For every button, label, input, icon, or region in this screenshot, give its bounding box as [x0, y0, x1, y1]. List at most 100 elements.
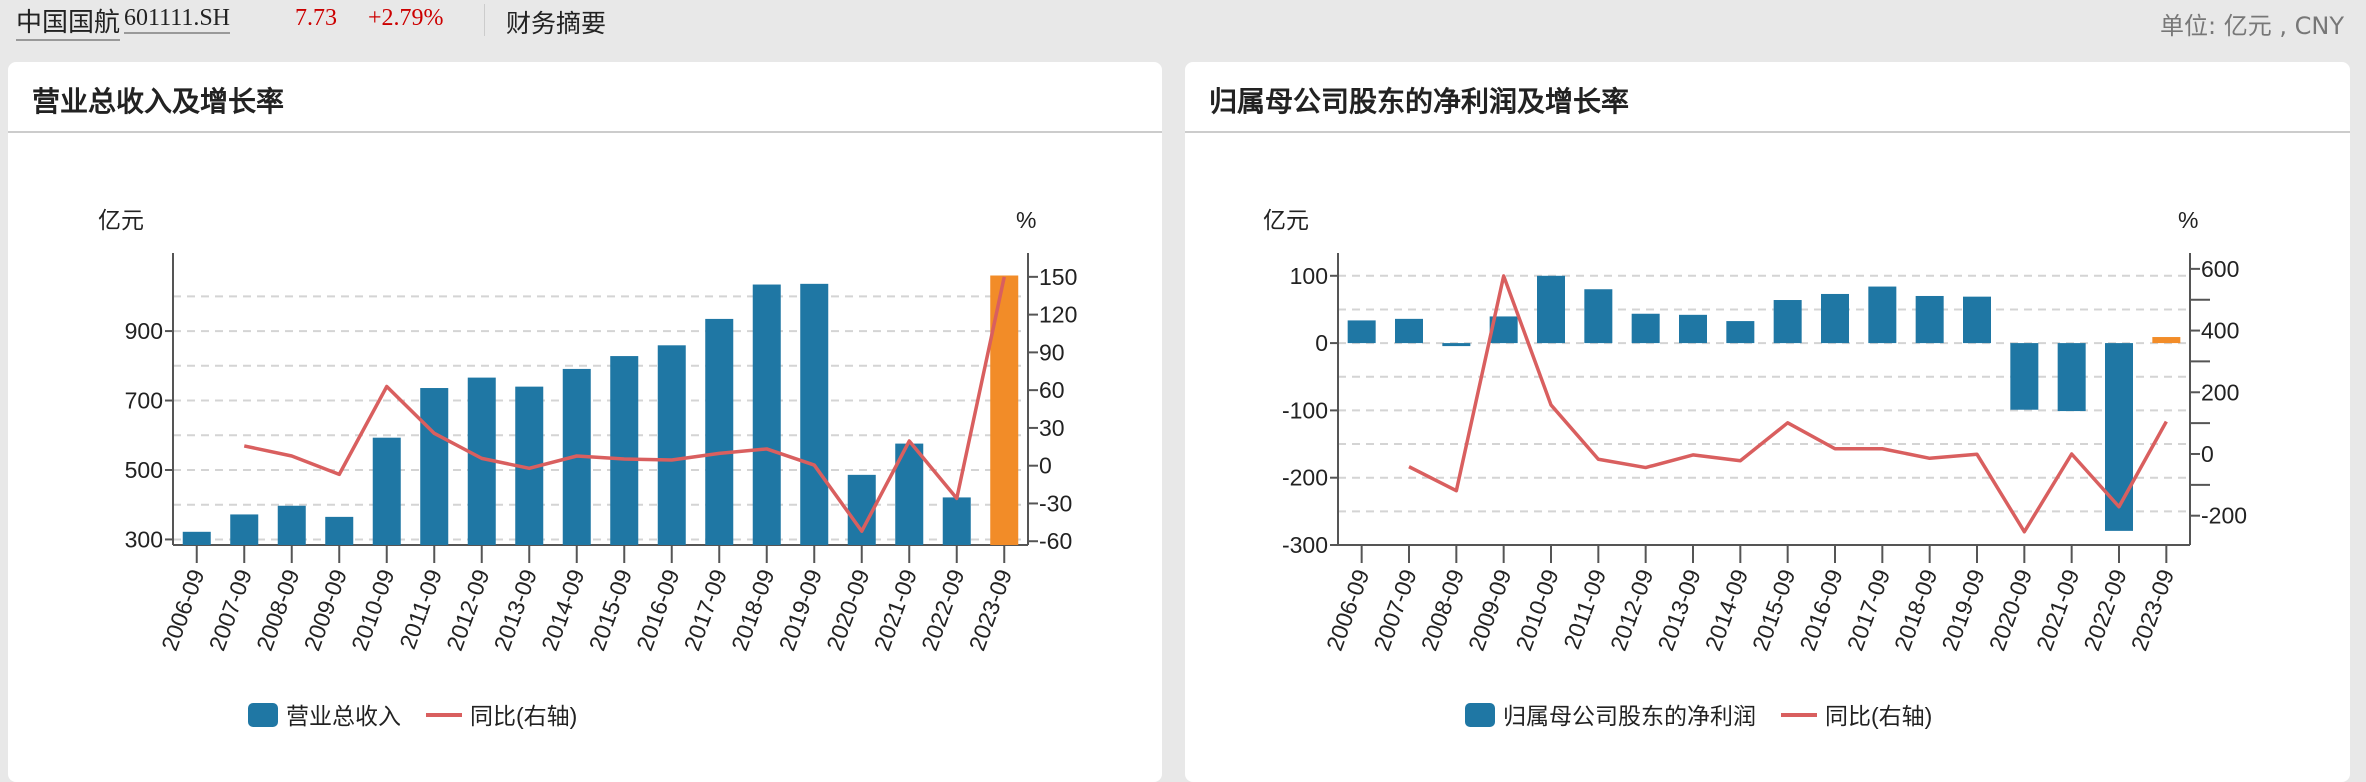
x-tick-label: 2019-09 — [774, 566, 827, 654]
left-tick-label: -200 — [1282, 465, 1328, 491]
unit-label: 单位: 亿元 , CNY — [2160, 12, 2344, 40]
right-tick-label: 200 — [2201, 379, 2239, 405]
panel-title: 归属母公司股东的净利润及增长率 — [1209, 85, 1630, 118]
bar-2007-09 — [1395, 318, 1423, 344]
bar-2012-09 — [1631, 313, 1660, 344]
legend-line-label: 同比(右轴) — [1825, 703, 1932, 729]
left-tick-label: 300 — [125, 526, 163, 552]
x-tick-label: 2020-09 — [821, 566, 874, 654]
bar-2008-09 — [277, 505, 306, 545]
x-tick-label: 2022-09 — [2078, 566, 2131, 654]
growth-rate-line — [243, 276, 1006, 533]
right-tick-label: -30 — [1039, 490, 1072, 516]
bar-2008-09 — [1442, 343, 1471, 347]
x-tick-label: 2021-09 — [869, 566, 922, 654]
bar-2020-09 — [2010, 343, 2039, 410]
bar-2011-09 — [420, 388, 449, 545]
x-tick-label: 2006-09 — [1321, 566, 1374, 654]
x-tick-label: 2011-09 — [394, 566, 447, 653]
stock-name-link[interactable]: 中国国航 — [16, 2, 121, 41]
right-axis-unit: % — [2178, 207, 2198, 233]
x-tick-label: 2023-09 — [2126, 566, 2179, 654]
left-tick-label: 0 — [1315, 330, 1328, 356]
x-tick-label: 2015-09 — [1747, 566, 1800, 654]
bar-2022-09 — [942, 497, 971, 545]
x-tick-label: 2021-09 — [2031, 566, 2084, 654]
panel-divider — [8, 131, 1162, 133]
bar-2019-09 — [1963, 296, 1991, 344]
bar-2016-09 — [657, 345, 686, 545]
right-tick-label: -200 — [2201, 503, 2247, 529]
bar-2021-09 — [2057, 343, 2086, 412]
x-tick-label: 2007-09 — [204, 566, 257, 654]
x-tick-label: 2009-09 — [299, 566, 352, 654]
bar-2010-09 — [1537, 275, 1565, 344]
panel-title: 营业总收入及增长率 — [32, 85, 285, 118]
left-axis-unit: 亿元 — [98, 207, 144, 233]
x-tick-label: 2010-09 — [346, 566, 399, 654]
left-tick-label: 500 — [125, 457, 163, 483]
right-tick-label: 0 — [2201, 441, 2214, 467]
left-tick-label: 100 — [1290, 263, 1328, 289]
x-tick-label: 2013-09 — [489, 566, 542, 654]
x-tick-label: 2019-09 — [1936, 566, 1989, 654]
left-axis-unit: 亿元 — [1263, 207, 1309, 233]
section-title: 财务摘要 — [506, 9, 607, 38]
x-tick-label: 2023-09 — [964, 566, 1017, 654]
price-change: +2.79% — [368, 5, 444, 31]
stock-price: 7.73 — [295, 5, 337, 31]
right-tick-label: 120 — [1039, 302, 1077, 328]
bar-2019-09 — [800, 283, 829, 545]
bar-2018-09 — [752, 284, 781, 545]
left-tick-label: 900 — [125, 318, 163, 344]
bar-2017-09 — [1868, 286, 1897, 344]
x-tick-label: 2011-09 — [1558, 566, 1611, 653]
bar-2015-09 — [1773, 300, 1802, 344]
bar-2006-09 — [1347, 320, 1376, 344]
legend-bar-swatch — [1465, 703, 1495, 727]
stock-code-link[interactable]: 601111.SH — [124, 5, 231, 34]
bar-2016-09 — [1821, 293, 1849, 344]
bar-2014-09 — [1726, 321, 1755, 344]
revenue-chart: 亿元 % 300 500 700 900 -60 -30 0 30 60 90 120 150 2006-0… — [98, 207, 1077, 729]
bar-2017-09 — [705, 318, 734, 545]
x-tick-label: 2014-09 — [536, 566, 589, 654]
x-tick-label: 2006-09 — [156, 566, 209, 654]
x-tick-label: 2008-09 — [1416, 566, 1469, 654]
stock-header: 中国国航 601111.SH 7.73 +2.79% 财务摘要 单位: 亿元 ,… — [0, 0, 2366, 41]
left-tick-label: 700 — [125, 388, 163, 414]
x-tick-label: 2007-09 — [1368, 566, 1421, 654]
x-tick-label: 2018-09 — [726, 566, 779, 654]
right-tick-label: 150 — [1039, 264, 1077, 290]
bar-2011-09 — [1584, 289, 1613, 344]
legend-line-label: 同比(右轴) — [470, 703, 577, 729]
left-tick-label: -100 — [1282, 397, 1328, 423]
x-tick-label: 2014-09 — [1700, 566, 1753, 654]
legend-bar-label: 营业总收入 — [286, 703, 401, 729]
legend-bar-swatch — [248, 703, 278, 727]
right-tick-label: 60 — [1039, 377, 1065, 403]
right-tick-label: 600 — [2201, 256, 2239, 282]
bar-2006-09 — [182, 531, 211, 545]
growth-rate-line — [1408, 274, 2168, 534]
bar-2010-09 — [372, 437, 401, 545]
bar-2018-09 — [1915, 295, 1944, 344]
x-tick-label: 2009-09 — [1463, 566, 1516, 654]
bar-2013-09 — [1679, 314, 1707, 344]
bar-2009-09 — [325, 516, 354, 545]
x-tick-label: 2020-09 — [1984, 566, 2037, 654]
net-profit-chart: 亿元 % 100 0 -100 -200 -300 600 400 200 0 -200 2006-09… — [1263, 207, 2247, 729]
right-tick-label: 0 — [1039, 453, 1052, 479]
x-tick-label: 2015-09 — [584, 566, 637, 654]
header-divider — [484, 4, 485, 36]
x-tick-label: 2016-09 — [1794, 566, 1847, 654]
revenue-chart-panel: 营业总收入及增长率 亿元% 300 500 700 900 -60 -30 0 30 60 90 12… — [8, 62, 1162, 782]
x-tick-label: 2016-09 — [631, 566, 684, 654]
x-tick-label: 2018-09 — [1889, 566, 1942, 654]
x-tick-label: 2010-09 — [1510, 566, 1563, 654]
right-tick-label: 400 — [2201, 318, 2239, 344]
x-tick-label: 2012-09 — [1605, 566, 1658, 654]
right-axis-unit: % — [1016, 207, 1036, 233]
x-tick-label: 2022-09 — [916, 566, 969, 654]
bar-2015-09 — [610, 356, 639, 545]
